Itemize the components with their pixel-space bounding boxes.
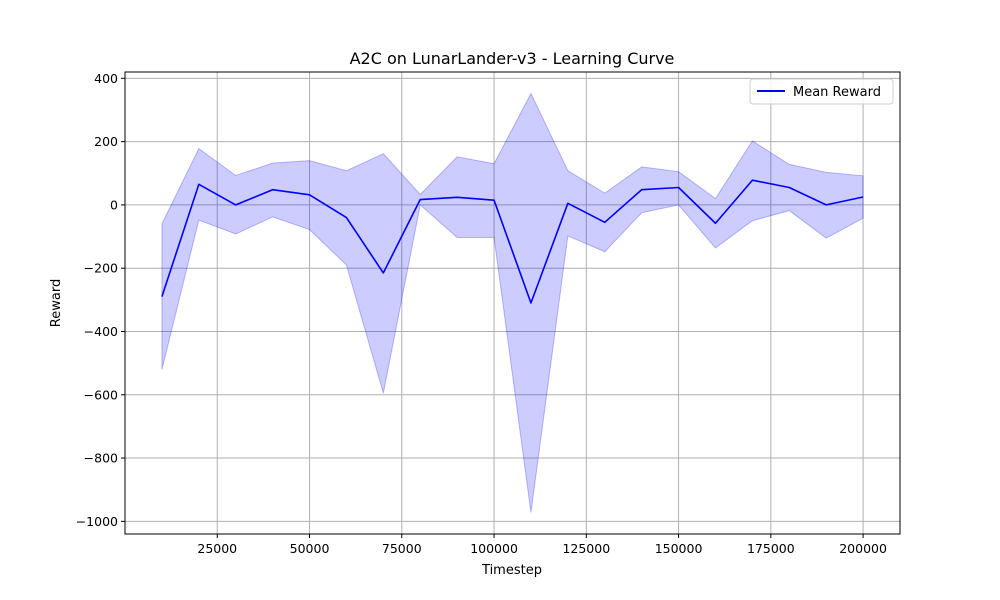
- x-axis-label: Timestep: [481, 563, 542, 578]
- x-tick-label: 200000: [839, 541, 887, 556]
- legend-label: Mean Reward: [793, 85, 881, 100]
- y-tick-label: −600: [84, 387, 118, 402]
- y-tick-label: 400: [94, 71, 118, 86]
- mean-reward-line: [161, 179, 864, 304]
- y-tick-label: −200: [84, 261, 118, 276]
- x-tick-label: 50000: [290, 541, 330, 556]
- legend: Mean Reward: [749, 78, 894, 105]
- x-axis-ticks: 25000 50000 75000 100000 125000 150000 175000 2…: [197, 534, 887, 556]
- x-tick-label: 125000: [562, 541, 610, 556]
- y-tick-label: −400: [84, 324, 118, 339]
- x-tick-label: 175000: [747, 541, 795, 556]
- y-tick-label: 200: [94, 134, 118, 149]
- y-tick-label: −1000: [76, 514, 118, 529]
- y-tick-label: 0: [110, 197, 118, 212]
- confidence-band: [161, 92, 864, 513]
- series-line-layer: [161, 179, 864, 304]
- y-axis-ticks: 400 200 0 −200 −400 −600 −800 −1000: [76, 71, 125, 529]
- plot-frame: [124, 71, 901, 535]
- confidence-band-layer: [161, 92, 864, 513]
- y-axis-label: Reward: [49, 279, 64, 327]
- legend-box: [749, 78, 894, 105]
- x-tick-label: 150000: [655, 541, 703, 556]
- y-tick-label: −800: [84, 451, 118, 466]
- x-tick-label: 75000: [382, 541, 422, 556]
- gridlines: [125, 72, 900, 534]
- x-tick-label: 25000: [197, 541, 237, 556]
- x-tick-label: 100000: [470, 541, 518, 556]
- chart-title: A2C on LunarLander-v3 - Learning Curve: [350, 49, 675, 68]
